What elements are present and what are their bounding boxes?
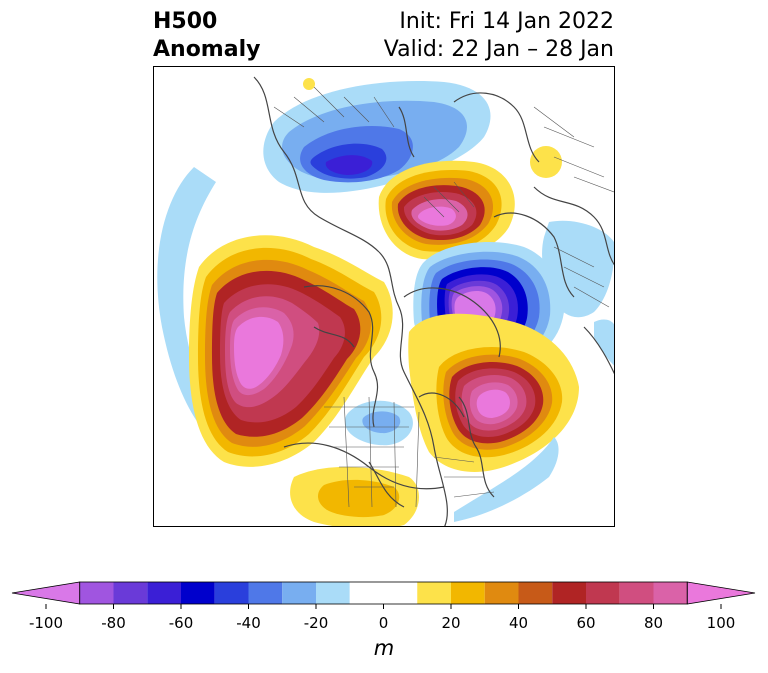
colorbar-bin: [214, 582, 249, 604]
colorbar-bin: [181, 582, 215, 604]
colorbar-bin: [451, 582, 485, 604]
colorbar-bin: [653, 582, 688, 604]
colorbar-tick-label: 60: [576, 614, 596, 632]
anomaly-arctic-positive: [378, 160, 515, 260]
anomaly-asia-positive: [290, 466, 420, 526]
colorbar-bin: [316, 582, 350, 604]
anomaly-atlantic-positive: [408, 313, 579, 472]
colorbar-bin: [282, 582, 316, 604]
colorbar-tick-label: -20: [303, 614, 329, 632]
colorbar-bin: [113, 582, 148, 604]
anomaly-subtropical-negative: [454, 437, 559, 522]
chart-title-right: Init: Fri 14 Jan 2022 Valid: 22 Jan – 28…: [384, 8, 614, 64]
coastlines: [253, 76, 614, 526]
colorbar-bin: [79, 582, 114, 604]
title-valid-range: Valid: 22 Jan – 28 Jan: [383, 37, 614, 62]
colorbar-tick-label: 40: [508, 614, 529, 632]
colorbar-bin: [586, 582, 620, 604]
colorbar-tick-label: 80: [643, 614, 664, 632]
anomaly-map: [153, 66, 615, 527]
map-canvas: [154, 67, 614, 526]
colorbar-tick-label: 0: [378, 614, 389, 632]
anomaly-canada-negative: [345, 400, 413, 446]
colorbar-bin: [518, 582, 553, 604]
title-variable: H500: [153, 9, 218, 34]
colorbar-bin: [147, 582, 181, 604]
colorbar-unit-label: m: [373, 636, 395, 660]
colorbar-tick-label: -40: [236, 614, 261, 632]
anomaly-pacific-negative: [157, 167, 239, 452]
title-init-date: Init: Fri 14 Jan 2022: [399, 9, 614, 34]
colorbar-bin: [383, 582, 418, 604]
colorbar-bin: [619, 582, 654, 604]
colorbar-tick-label: -60: [168, 614, 194, 632]
colorbar-tick-label: 20: [441, 614, 461, 632]
title-subvariable: Anomaly: [153, 37, 261, 62]
colorbar-bin: [417, 582, 451, 604]
colorbar-bin: [248, 582, 283, 604]
chart-title-left: H500 Anomaly: [153, 8, 260, 64]
colorbar: [11, 581, 756, 609]
borders: [273, 86, 614, 508]
colorbar-tick-label: -100: [28, 614, 64, 632]
colorbar-bin: [349, 582, 384, 604]
colorbar-bin: [484, 582, 519, 604]
anomaly-europe-negative: [542, 220, 614, 366]
anomaly-europe-positive: [530, 146, 562, 178]
colorbar-extend-low: [11, 581, 81, 605]
anomaly-small-positive: [303, 78, 315, 90]
colorbar-tick-label: 100: [706, 614, 736, 632]
colorbar-tick-label: -80: [101, 614, 126, 632]
colorbar-extend-high: [686, 581, 756, 605]
anomaly-pacific-positive: [189, 235, 393, 467]
colorbar-bin: [552, 582, 586, 604]
